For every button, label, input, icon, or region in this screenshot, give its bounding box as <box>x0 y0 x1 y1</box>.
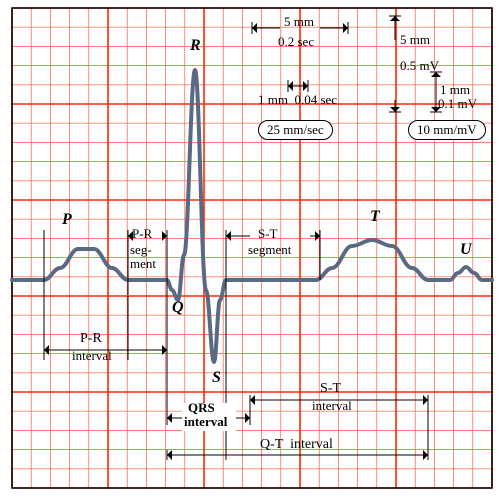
calibration-box: 25 mm/sec <box>258 120 333 140</box>
calibration-box: 10 mm/mV <box>408 120 486 140</box>
